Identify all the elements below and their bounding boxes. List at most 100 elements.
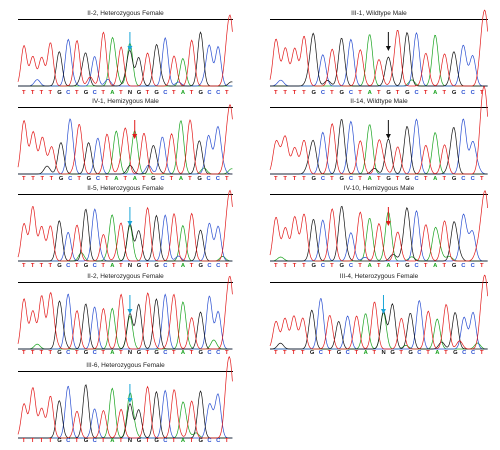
panel-title: III-4, Heterozygous Female	[339, 273, 419, 280]
base-call: T	[283, 176, 287, 182]
base-call: C	[320, 263, 325, 269]
base-call: G	[136, 90, 142, 96]
base-call: C	[206, 176, 211, 182]
base-call: C	[216, 90, 221, 96]
base-call: A	[363, 350, 368, 356]
base-call: C	[216, 263, 221, 269]
trace-channel-T	[17, 14, 233, 87]
base-call: G	[451, 176, 457, 182]
base-call: T	[423, 176, 428, 182]
base-call: G	[57, 90, 62, 96]
trace-channel-G	[18, 298, 233, 350]
base-call: T	[327, 350, 332, 356]
base-call: C	[461, 263, 466, 269]
chromatogram-trace	[269, 190, 488, 262]
base-call: C	[163, 90, 168, 96]
base-call: N	[127, 438, 133, 444]
base-call: T	[74, 263, 79, 269]
base-call: N	[127, 263, 133, 269]
base-call: T	[274, 350, 278, 356]
base-call: T	[423, 263, 428, 269]
base-call: G	[154, 263, 159, 269]
base-call: T	[48, 263, 53, 269]
base-call: T	[31, 176, 35, 182]
base-call: C	[207, 90, 212, 96]
trace-channel-G	[270, 32, 488, 87]
base-call: T	[30, 438, 35, 444]
base-call: T	[274, 263, 278, 269]
base-call: T	[30, 350, 35, 356]
base-call: G	[57, 263, 62, 269]
base-call: T	[74, 350, 79, 356]
base-call: T	[145, 263, 150, 269]
base-call: T	[74, 438, 79, 444]
base-call: T	[377, 263, 381, 269]
base-call: N	[127, 350, 133, 356]
base-call: C	[207, 263, 212, 269]
base-call: T	[292, 90, 297, 96]
chromatogram-trace	[17, 275, 233, 350]
base-call: T	[189, 263, 194, 269]
base-call: C	[95, 176, 100, 182]
base-call: C	[471, 350, 476, 356]
variant-arrow-icon	[132, 120, 138, 139]
variant-arrow-icon	[127, 32, 133, 51]
trace-channel-C	[18, 118, 233, 175]
base-call: G	[311, 90, 316, 96]
base-call: G	[309, 350, 315, 356]
base-call: C	[207, 438, 212, 444]
base-call: C	[345, 350, 350, 356]
base-call: G	[405, 263, 410, 269]
base-call: A	[180, 263, 186, 269]
trace-channel-C	[18, 208, 233, 262]
base-call: T	[302, 90, 306, 96]
base-call: C	[92, 438, 97, 444]
variant-arrow-icon	[385, 207, 391, 226]
base-call: T	[101, 438, 105, 444]
base-call: G	[405, 176, 410, 182]
base-call: T	[48, 90, 53, 96]
base-call: T	[30, 90, 35, 96]
base-call: T	[282, 350, 287, 356]
base-call: A	[367, 263, 372, 269]
title-underline	[18, 371, 233, 372]
base-call: T	[302, 263, 306, 269]
trace-channel-T	[269, 86, 488, 175]
base-call: T	[442, 176, 447, 182]
base-call: T	[292, 176, 297, 182]
base-call: G	[86, 176, 92, 182]
base-call: T	[372, 350, 377, 356]
trace-channel-T	[269, 190, 488, 262]
base-call: T	[172, 438, 176, 444]
variant-arrow-icon	[385, 32, 391, 51]
base-call: C	[470, 90, 475, 96]
trace-channel-T	[269, 274, 488, 350]
base-call: G	[339, 263, 345, 269]
base-call: T	[189, 90, 194, 96]
trace-channel-G	[270, 205, 488, 262]
base-call: C	[318, 350, 323, 356]
base-call: N	[127, 90, 133, 96]
base-call: T	[189, 438, 194, 444]
panel-title: II-14, Wildtype Male	[350, 98, 408, 105]
base-call: T	[377, 90, 381, 96]
title-underline	[18, 19, 233, 20]
base-call: T	[119, 263, 123, 269]
base-call: T	[22, 263, 26, 269]
base-call: T	[480, 176, 484, 182]
base-call: G	[198, 263, 204, 269]
base-call: A	[110, 438, 115, 444]
base-call: T	[442, 90, 447, 96]
base-call: N	[381, 350, 386, 356]
base-call: C	[163, 438, 168, 444]
panel-title: II-2, Heterozygous Female	[87, 273, 164, 280]
base-call: C	[461, 90, 466, 96]
base-call: C	[163, 263, 168, 269]
